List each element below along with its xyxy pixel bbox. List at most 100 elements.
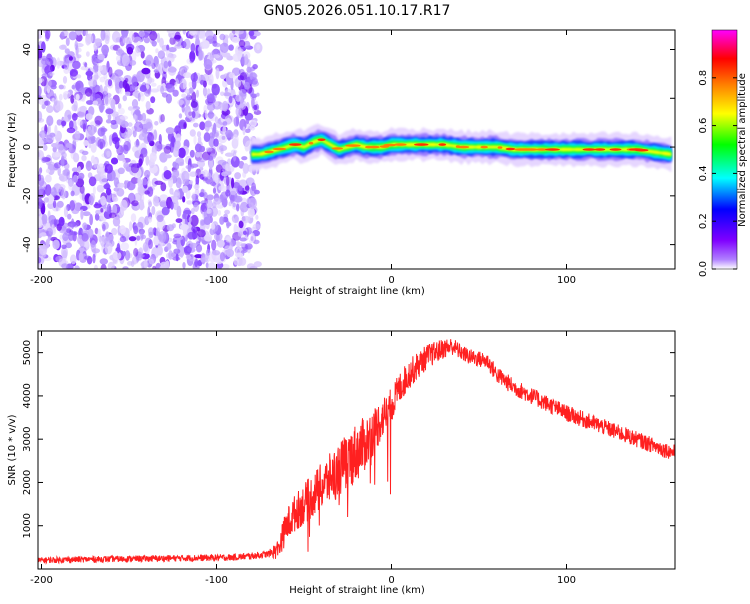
noise-blob xyxy=(166,30,175,34)
noise-blob xyxy=(200,257,209,263)
noise-blob xyxy=(94,115,103,126)
noise-blob xyxy=(238,40,246,48)
noise-blob xyxy=(118,87,123,95)
noise-blob xyxy=(160,85,165,95)
noise-blob xyxy=(97,53,105,61)
noise-blob xyxy=(179,68,185,76)
ridge-peak-mark xyxy=(524,148,539,151)
ridge-peak-mark xyxy=(457,145,470,149)
noise-blob xyxy=(247,207,255,219)
noise-blob xyxy=(215,164,223,173)
snr-x-tick-label: -200 xyxy=(30,575,53,586)
noise-blob xyxy=(184,88,190,94)
noise-blob xyxy=(199,121,206,131)
noise-blob xyxy=(107,79,113,87)
noise-blob xyxy=(115,49,125,56)
noise-blob xyxy=(122,79,128,89)
noise-blob xyxy=(142,242,149,252)
noise-blob xyxy=(133,114,137,121)
noise-blob xyxy=(238,220,244,229)
noise-blob xyxy=(149,30,158,41)
noise-blob xyxy=(45,168,51,174)
noise-blob xyxy=(182,178,190,186)
figure-title: GN05.2026.051.10.17.R17 xyxy=(264,3,451,19)
noise-blob xyxy=(154,180,164,185)
noise-blob xyxy=(100,30,106,41)
noise-blob xyxy=(46,134,53,140)
noise-blob xyxy=(208,158,213,171)
noise-blob xyxy=(193,135,197,145)
noise-blob xyxy=(238,89,247,97)
noise-blob xyxy=(70,190,75,197)
noise-blob xyxy=(226,220,230,229)
ridge-peak-mark xyxy=(545,148,560,151)
noise-blob xyxy=(105,119,112,124)
noise-blob xyxy=(188,81,193,88)
noise-blob xyxy=(195,244,203,253)
noise-blob xyxy=(123,36,129,44)
ridge-peak-mark xyxy=(480,145,488,149)
noise-blob xyxy=(149,152,157,163)
noise-blob xyxy=(92,253,96,264)
noise-blob xyxy=(46,78,52,90)
noise-blob xyxy=(180,224,189,231)
noise-blob xyxy=(88,195,94,206)
noise-blob xyxy=(145,80,150,90)
noise-blob xyxy=(75,93,80,101)
colorbar-gradient xyxy=(711,29,738,270)
noise-blob xyxy=(208,73,214,86)
noise-blob xyxy=(203,132,211,143)
snr-y-label: SNR (10 * v/v) xyxy=(7,414,18,485)
noise-blob xyxy=(148,216,153,223)
noise-blob xyxy=(116,243,121,254)
noise-blob xyxy=(224,114,234,124)
snr-x-label: Height of straight line (km) xyxy=(289,585,425,596)
ridge-peak-mark xyxy=(535,148,549,151)
noise-blob xyxy=(84,255,91,260)
noise-blob xyxy=(157,234,164,241)
noise-blob xyxy=(92,186,96,195)
noise-blob xyxy=(87,124,96,136)
noise-blob xyxy=(232,182,240,189)
noise-blob xyxy=(94,213,100,221)
spectrogram-signal-ridge xyxy=(251,123,672,173)
noise-blob xyxy=(228,201,232,207)
noise-blob xyxy=(168,250,174,260)
noise-blob xyxy=(171,223,176,229)
noise-blob xyxy=(145,100,151,110)
noise-blob xyxy=(87,68,91,79)
noise-blob xyxy=(105,108,114,115)
noise-blob xyxy=(231,36,241,43)
noise-blob xyxy=(209,51,215,62)
noise-blob xyxy=(150,88,160,93)
noise-blob xyxy=(53,218,58,227)
noise-blob xyxy=(81,232,89,242)
noise-blob xyxy=(54,124,58,135)
noise-blob xyxy=(232,53,242,62)
noise-blob xyxy=(137,92,141,102)
noise-blob xyxy=(38,186,44,195)
noise-blob xyxy=(174,162,180,170)
noise-blob xyxy=(195,168,202,179)
noise-blob xyxy=(61,246,68,259)
noise-blob xyxy=(188,87,194,94)
snr-frame xyxy=(37,330,676,570)
noise-blob xyxy=(191,192,196,201)
noise-blob xyxy=(194,258,199,268)
noise-blob xyxy=(70,254,77,265)
noise-blob xyxy=(222,121,228,126)
noise-blob xyxy=(182,196,186,203)
noise-blob xyxy=(74,40,78,51)
noise-blob xyxy=(119,115,129,120)
noise-blob xyxy=(55,137,62,142)
noise-blob xyxy=(214,232,223,241)
noise-blob xyxy=(133,192,142,202)
noise-blob xyxy=(241,215,251,223)
noise-blob xyxy=(128,31,135,43)
noise-blob xyxy=(52,239,60,250)
noise-blob xyxy=(117,182,126,188)
noise-blob xyxy=(128,221,133,232)
noise-blob xyxy=(155,48,159,54)
noise-blob xyxy=(55,255,63,262)
noise-blob xyxy=(93,264,98,269)
